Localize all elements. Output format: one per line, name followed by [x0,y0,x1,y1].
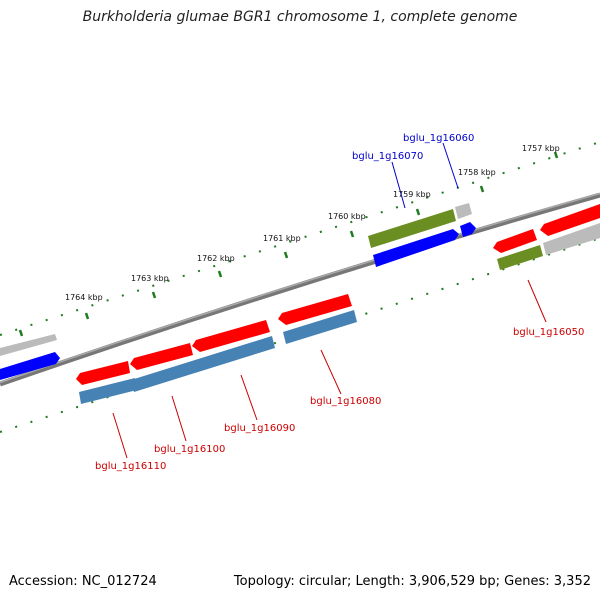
kbp-label-1764: 1764 kbp [65,293,103,302]
gene-red-1 [76,361,130,385]
gene-label-bglu_1g16060[interactable]: bglu_1g16060 [403,133,474,144]
gene-red-5 [493,229,537,253]
gene-blue-2 [373,229,459,267]
gene-label-bglu_1g16080[interactable]: bglu_1g16080 [310,396,381,407]
gene-olive-1 [368,209,456,248]
chromosome-backbone [0,192,600,387]
kbp-label-1759: 1759 kbp [393,190,431,199]
kbp-label-1761: 1761 kbp [263,234,301,243]
gene-steel-2 [131,336,275,392]
gene-gray-2 [455,203,472,219]
kbp-label-1760: 1760 kbp [328,212,366,221]
kbp-label-1763: 1763 kbp [131,274,169,283]
gene-red-4 [278,294,352,325]
gene-gray-3 [543,223,600,255]
kbp-label-1758: 1758 kbp [458,168,496,177]
kbp-label-1757: 1757 kbp [522,144,560,153]
gene-red-2 [130,343,193,370]
gene-gray-left [0,334,57,356]
gene-red-6 [540,204,600,236]
gene-blue-3 [460,222,476,237]
gene-olive-2 [497,245,543,270]
gene-steel-3 [283,310,357,344]
gene-label-bglu_1g16100[interactable]: bglu_1g16100 [154,444,225,455]
gene-label-bglu_1g16070[interactable]: bglu_1g16070 [352,151,423,162]
accession-label: Accession: NC_012724 [9,574,157,589]
gene-steel-1 [79,378,137,404]
genome-summary: Topology: circular; Length: 3,906,529 bp… [233,574,591,589]
gene-label-bglu_1g16110[interactable]: bglu_1g16110 [95,461,166,472]
gene-label-bglu_1g16090[interactable]: bglu_1g16090 [224,423,295,434]
leader-lines [112,142,547,459]
kbp-label-1762: 1762 kbp [197,254,235,263]
gene-label-bglu_1g16050[interactable]: bglu_1g16050 [513,327,584,338]
major-ticks [18,151,559,337]
gene-red-3 [192,320,270,352]
gene-blue-left [0,352,60,380]
map-title: Burkholderia glumae BGR1 chromosome 1, c… [82,9,518,25]
